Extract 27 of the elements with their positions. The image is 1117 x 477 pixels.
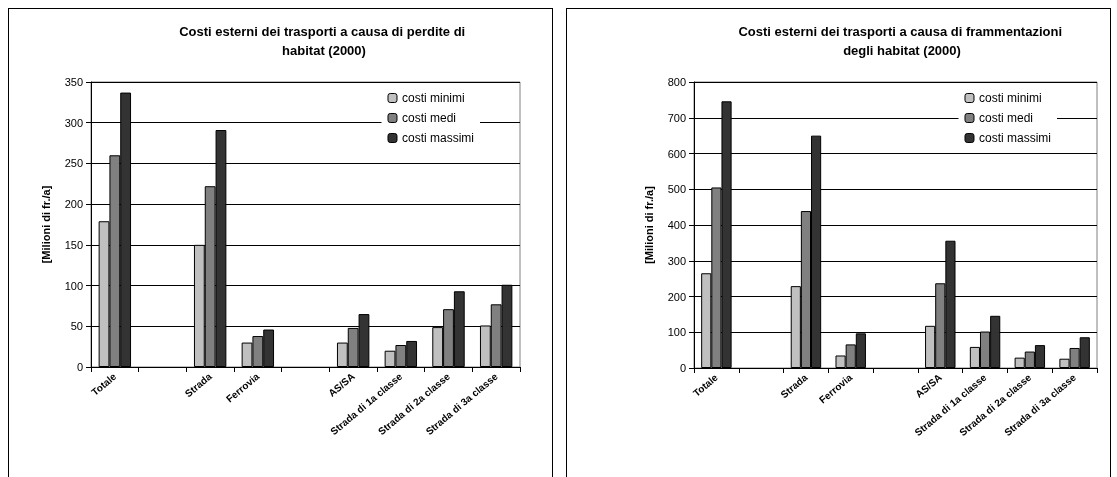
y-tick-label: 600 — [667, 147, 686, 160]
y-tick-label: 400 — [667, 219, 686, 231]
legend-label: costi medi — [978, 111, 1034, 125]
y-tick-label: 100 — [64, 279, 83, 292]
y-tick-label: 0 — [76, 361, 83, 373]
y-tick-label: 200 — [64, 198, 83, 211]
y-tick-label: 250 — [64, 157, 83, 170]
legend-label: costi minimi — [401, 91, 465, 105]
legend-label: costi massimi — [978, 131, 1052, 145]
y-tick-label: 300 — [64, 116, 83, 129]
y-tick-label: 0 — [679, 362, 686, 374]
legend-label: costi massimi — [401, 131, 475, 145]
chart-title: Costi esterni dei trasporti a causa di perdite di habitat (2000) — [179, 24, 469, 58]
chart-title: Costi esterni dei trasporti a causa di frammentazioni degli habitat (2000) — [738, 24, 1066, 58]
y-tick-label: 800 — [667, 76, 686, 88]
legend-label: costi medi — [401, 111, 457, 125]
y-tick-label: 150 — [64, 238, 83, 251]
y-tick-label: 700 — [667, 111, 686, 124]
y-tick-label: 300 — [667, 254, 686, 267]
y-tick-label: 350 — [64, 76, 83, 88]
y-axis-title: [Milioni di fr./a] — [39, 185, 52, 264]
y-tick-label: 200 — [667, 290, 686, 303]
legend-label: costi minimi — [978, 91, 1042, 105]
y-tick-label: 100 — [667, 326, 686, 339]
y-axis-title: [Milioni di fr./a] — [642, 185, 655, 264]
y-tick-label: 500 — [667, 183, 686, 196]
y-tick-label: 50 — [70, 320, 83, 333]
